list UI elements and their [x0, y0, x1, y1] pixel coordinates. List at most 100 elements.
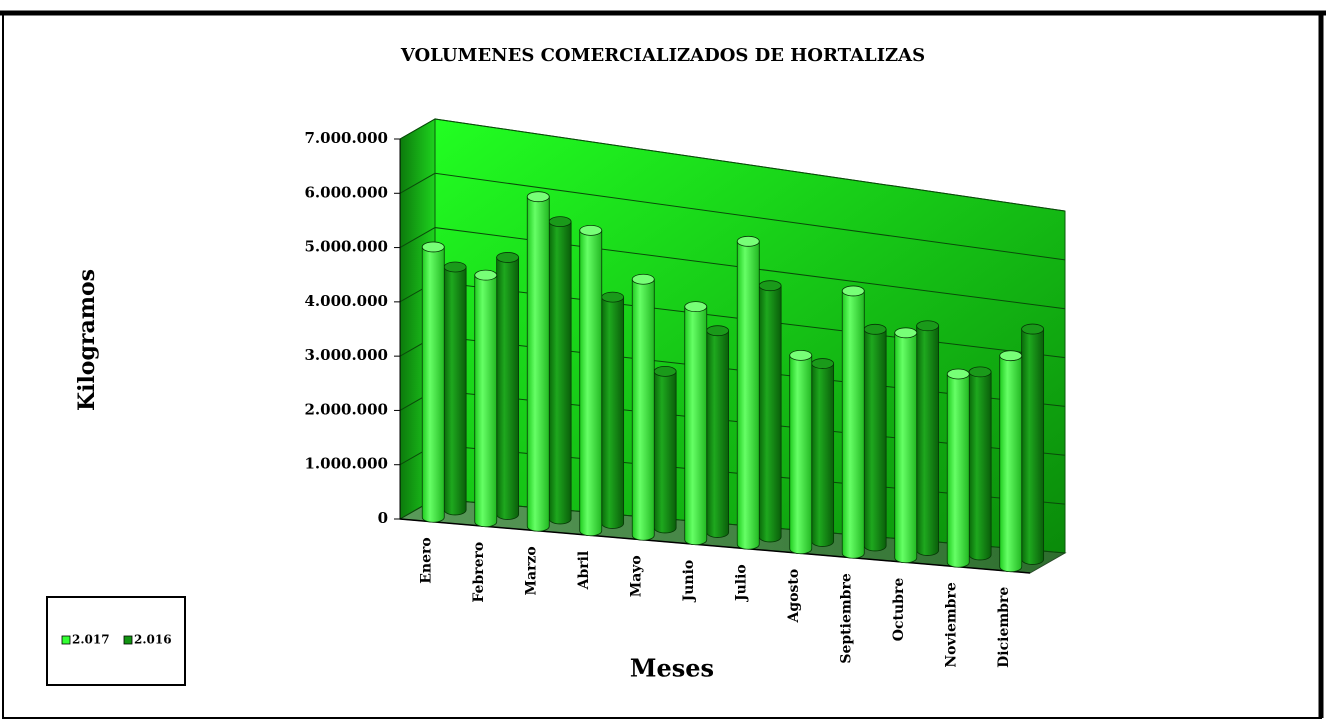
bar-body: [496, 257, 520, 520]
bar-body: [946, 373, 970, 568]
y-tick-label: 4.000.000: [304, 292, 388, 310]
bar: [631, 273, 655, 541]
x-axis: [399, 518, 1031, 574]
x-tick-label: Julio: [733, 564, 749, 603]
y-tick-label: 2.000.000: [304, 400, 388, 418]
bar-cap: [706, 325, 730, 337]
bar-cap: [999, 350, 1023, 362]
bar: [863, 323, 887, 552]
bar: [894, 327, 918, 564]
bar-cap: [811, 358, 835, 369]
legend-label: 2.016: [134, 633, 172, 647]
bar-body: [443, 266, 467, 516]
bar-cap: [548, 216, 572, 228]
bar: [946, 368, 970, 568]
legend-swatch: [61, 635, 71, 645]
y-tick-label: 1.000.000: [304, 455, 388, 473]
bar: [421, 241, 445, 523]
grid-line: [399, 118, 1066, 212]
bar-body: [579, 229, 603, 537]
bar-cap: [1021, 323, 1045, 335]
bar-cap: [474, 269, 498, 281]
bar: [548, 216, 572, 525]
bar-body: [474, 274, 498, 528]
bar-cap: [789, 349, 813, 361]
bar-body: [789, 354, 813, 555]
bar-cap: [443, 261, 467, 273]
bar-cap: [653, 365, 677, 377]
bar: [526, 191, 550, 532]
bar-cap: [601, 291, 625, 303]
bar-cap: [863, 323, 887, 335]
bar-cap: [631, 273, 655, 285]
bar-cap: [526, 191, 550, 203]
bar: [601, 291, 625, 529]
bar-body: [999, 355, 1023, 573]
bar-body: [863, 328, 887, 552]
bar-body: [894, 332, 918, 564]
bar-body: [968, 371, 992, 561]
x-tick-label: Agosto: [786, 569, 802, 624]
x-tick-label: Octubre: [891, 578, 907, 642]
bar: [443, 261, 467, 516]
bar-body: [758, 285, 782, 543]
bar-cap: [946, 368, 970, 380]
bar-body: [841, 290, 865, 559]
y-axis-title: Kilogramos: [74, 269, 100, 411]
chart-title: VOLUMENES COMERCIALIZADOS DE HORTALIZAS: [400, 45, 925, 66]
x-tick-label: Junio: [681, 560, 697, 604]
bar-cap: [968, 366, 992, 378]
bar: [736, 235, 760, 550]
bar-cap: [758, 280, 782, 292]
x-tick-label: Septiembre: [838, 573, 854, 663]
x-tick-label: Marzo: [523, 546, 539, 595]
bar: [653, 365, 677, 534]
bar-body: [916, 325, 940, 556]
bar: [789, 349, 813, 555]
plot: 0 1.000.000 2.000.000 3.000.000 4.000.000 5.0…: [304, 118, 1067, 668]
bar-cap: [736, 235, 760, 247]
bar-body: [736, 240, 760, 550]
x-tick-label: Enero: [418, 537, 434, 583]
x-tick-label: Abril: [576, 551, 592, 591]
bar: [841, 285, 865, 559]
y-tick-label: 6.000.000: [304, 183, 388, 201]
bar-body: [684, 306, 708, 546]
bar-cap: [894, 327, 918, 339]
x-axis-title: Meses: [630, 654, 714, 683]
bar: [579, 224, 603, 537]
bar: [916, 320, 940, 556]
bar-cap: [421, 241, 445, 253]
bar-cap: [841, 285, 865, 297]
x-tick-label: Febrero: [471, 542, 487, 603]
bar-body: [526, 196, 550, 532]
bar: [811, 358, 835, 547]
bar-body: [631, 278, 655, 541]
bar-body: [421, 246, 445, 523]
bar-body: [653, 370, 677, 534]
bar: [968, 366, 992, 561]
grid-line: [399, 227, 1066, 310]
y-tick-label: 0: [378, 509, 388, 527]
y-tick-label: 3.000.000: [304, 346, 388, 364]
bar-body: [706, 330, 730, 538]
x-tick-label: Mayo: [628, 555, 644, 597]
legend-entries: 2.017 2.016: [61, 633, 172, 647]
bar: [1021, 323, 1045, 565]
x-tick-label: Diciembre: [996, 587, 1012, 668]
bar-cap: [684, 301, 708, 313]
y-tick-label: 7.000.000: [304, 129, 388, 147]
bar-cap: [496, 252, 520, 263]
legend-swatch: [123, 635, 133, 645]
bar: [496, 252, 520, 520]
bar-body: [811, 363, 835, 547]
bar: [999, 350, 1023, 573]
grid-line: [399, 172, 1066, 261]
bar: [758, 280, 782, 543]
legend-label: 2.017: [72, 633, 110, 647]
bar-body: [601, 296, 625, 529]
bar-body: [1021, 328, 1045, 565]
bar-cap: [916, 320, 940, 332]
bar-cap: [579, 224, 603, 236]
